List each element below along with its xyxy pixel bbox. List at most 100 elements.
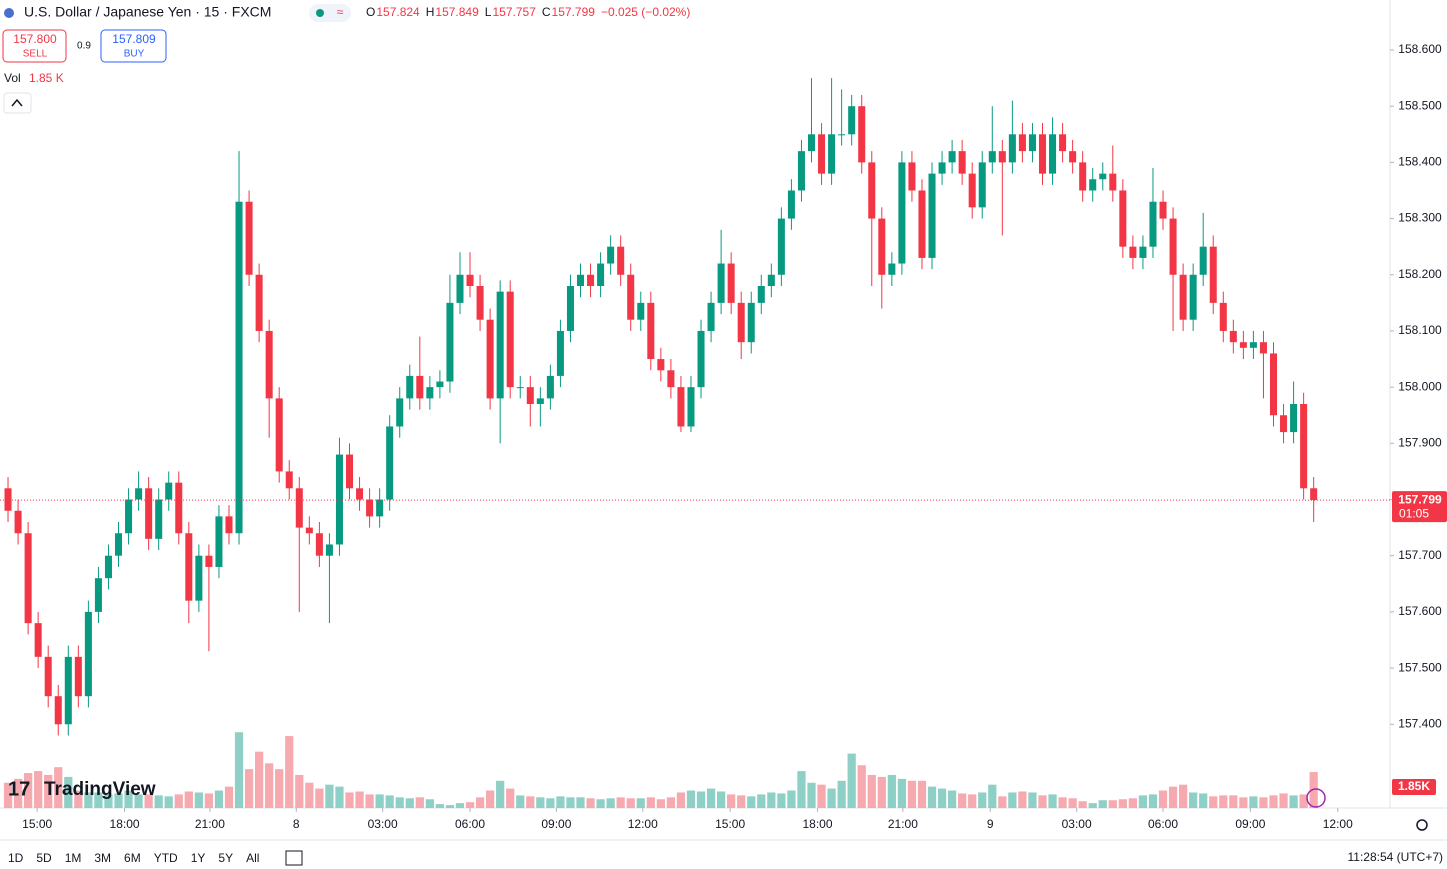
candle-body bbox=[175, 482, 183, 534]
range-button[interactable]: 6M bbox=[124, 851, 141, 865]
settings-icon[interactable] bbox=[1416, 819, 1428, 831]
volume-bar bbox=[777, 793, 786, 808]
range-button[interactable]: All bbox=[246, 851, 259, 865]
candle-body bbox=[546, 375, 554, 399]
volume-bar bbox=[244, 769, 254, 808]
sell-price[interactable]: 157.800 bbox=[13, 32, 57, 46]
volume-bar bbox=[937, 788, 947, 808]
volume-bar bbox=[315, 788, 324, 808]
volume-bar bbox=[716, 791, 726, 808]
status-icon: ≈ bbox=[337, 5, 344, 19]
volume-bar bbox=[194, 792, 203, 808]
candle-body bbox=[717, 263, 725, 303]
candle-body bbox=[1179, 274, 1187, 320]
volume-bar bbox=[1078, 801, 1087, 808]
range-button[interactable]: 1D bbox=[8, 851, 24, 865]
range-button[interactable]: 1M bbox=[65, 851, 82, 865]
volume-bar bbox=[164, 796, 173, 808]
volume-bar bbox=[144, 794, 153, 808]
candle-body bbox=[868, 162, 876, 219]
volume-bar bbox=[616, 797, 625, 808]
collapse-button[interactable] bbox=[3, 92, 32, 114]
volume-bar bbox=[234, 732, 244, 808]
volume-bar bbox=[134, 794, 143, 808]
candle-body bbox=[456, 274, 464, 303]
volume-bar bbox=[666, 797, 676, 808]
candle-body bbox=[486, 319, 494, 399]
last-volume-label: 1.85K bbox=[1398, 779, 1430, 793]
volume-bar bbox=[877, 776, 886, 808]
volume-legend-label: Vol bbox=[4, 71, 21, 85]
collapse-icon bbox=[11, 98, 23, 107]
volume-bar bbox=[425, 799, 434, 808]
candle-body bbox=[998, 151, 1006, 163]
range-button[interactable]: YTD bbox=[154, 851, 178, 865]
volume-bar bbox=[1028, 792, 1037, 808]
candle-body bbox=[526, 387, 534, 404]
sell-label[interactable]: SELL bbox=[23, 49, 48, 60]
sell-button[interactable] bbox=[2, 29, 67, 63]
volume-bar bbox=[536, 797, 545, 808]
ohlc-key: O bbox=[366, 5, 375, 19]
volume-bar bbox=[1048, 794, 1057, 808]
x-tick-label: 8 bbox=[293, 817, 300, 831]
candle-body bbox=[1069, 151, 1077, 163]
buy-price[interactable]: 157.809 bbox=[112, 32, 156, 46]
volume-bar bbox=[696, 791, 706, 808]
candle-body bbox=[1300, 404, 1308, 489]
x-tick-label: 15:00 bbox=[22, 817, 52, 831]
candle-body bbox=[1169, 218, 1177, 275]
candle-body bbox=[476, 286, 484, 320]
volume-bar bbox=[897, 778, 907, 808]
candle-body bbox=[235, 201, 243, 534]
range-button[interactable]: 5Y bbox=[218, 851, 233, 865]
candle-body bbox=[958, 151, 966, 174]
candle-body bbox=[898, 162, 906, 264]
volume-bar bbox=[64, 776, 73, 808]
volume-bar bbox=[365, 794, 374, 808]
candle-body bbox=[295, 488, 303, 528]
candle-body bbox=[968, 173, 976, 208]
volume-bar bbox=[998, 796, 1007, 808]
candle-body bbox=[426, 387, 434, 399]
volume-bar bbox=[13, 778, 23, 808]
candle-body bbox=[908, 162, 916, 191]
buy-label[interactable]: BUY bbox=[124, 49, 145, 60]
date-range-icon[interactable] bbox=[285, 850, 303, 866]
volume-bar bbox=[1108, 800, 1117, 808]
volume-bar bbox=[1229, 795, 1238, 808]
volume-bar bbox=[345, 792, 354, 808]
spread: 0.9 bbox=[77, 41, 91, 52]
candle-body bbox=[617, 246, 625, 275]
range-button[interactable]: 5D bbox=[36, 851, 52, 865]
volume-bar bbox=[576, 797, 585, 808]
range-button[interactable]: 3M bbox=[94, 851, 111, 865]
event-icon[interactable] bbox=[1306, 788, 1326, 808]
y-tick-label: 158.000 bbox=[1398, 379, 1442, 393]
candle-body bbox=[607, 246, 615, 264]
candle-body bbox=[225, 516, 233, 534]
volume-bar bbox=[556, 796, 565, 808]
volume-bar bbox=[375, 794, 384, 808]
volume-bar bbox=[465, 802, 475, 808]
volume-bar bbox=[154, 795, 163, 808]
x-tick-label: 12:00 bbox=[628, 817, 658, 831]
candle-body bbox=[587, 274, 595, 287]
volume-bar bbox=[847, 753, 856, 808]
volume-bar bbox=[787, 790, 796, 808]
ohlc-legend: O 157.824 H 157.849 L 157.757 C 157.799 −0.025 (… bbox=[366, 5, 690, 19]
volume-bar bbox=[767, 792, 776, 808]
volume-bar bbox=[1008, 792, 1017, 808]
buy-button[interactable] bbox=[100, 29, 167, 63]
status-pill bbox=[309, 4, 351, 22]
volume-bar bbox=[757, 794, 766, 808]
volume-bar bbox=[947, 790, 957, 808]
ohlc-value: −0.025 (−0.02%) bbox=[601, 5, 690, 19]
x-tick-label: 21:00 bbox=[888, 817, 918, 831]
candle-body bbox=[1149, 201, 1157, 247]
candle-body bbox=[1209, 246, 1217, 303]
volume-bar bbox=[445, 805, 455, 808]
x-tick-label: 21:00 bbox=[195, 817, 225, 831]
range-button[interactable]: 1Y bbox=[191, 851, 206, 865]
